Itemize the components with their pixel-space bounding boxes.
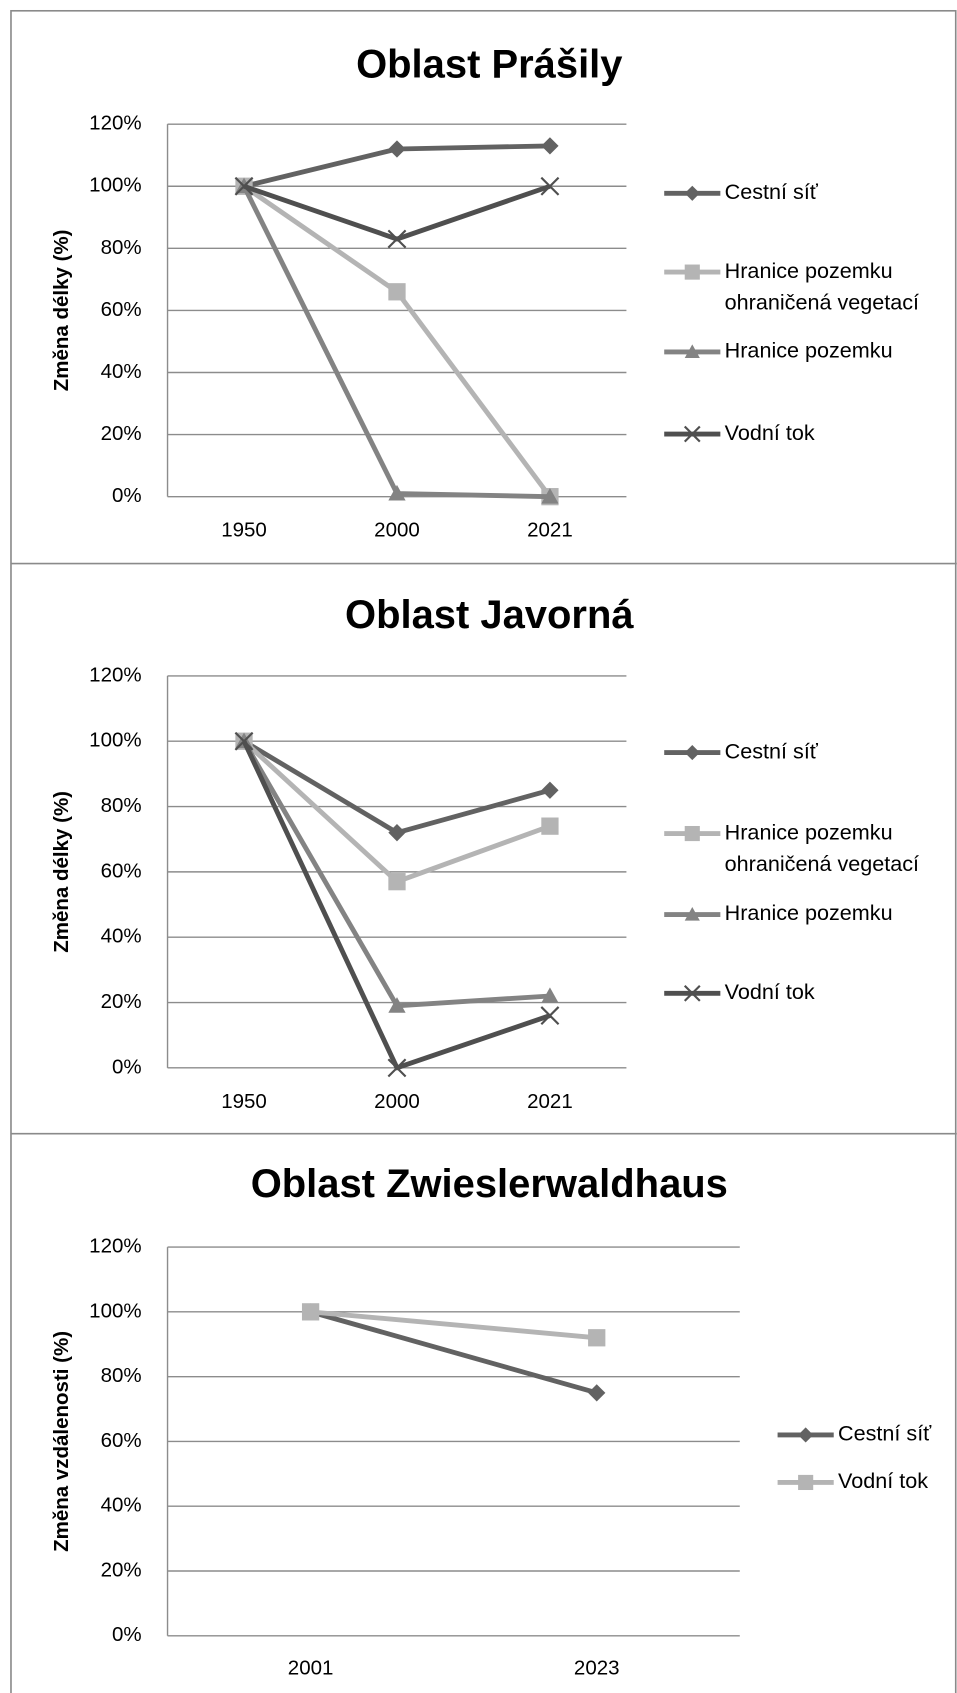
marker (684, 185, 700, 201)
x-tick-label: 2021 (527, 1090, 573, 1113)
marker (541, 987, 559, 1003)
marker (684, 344, 700, 359)
x-tick-label: 2000 (374, 1090, 420, 1113)
legend-label: Vodní tok (725, 979, 815, 1004)
legend-label: Vodní tok (725, 420, 815, 445)
marker (388, 997, 406, 1013)
y-axis-label: Změna délky (%) (50, 230, 73, 392)
y-tick-label: 80% (101, 794, 142, 817)
legend-label: Cestní síť (838, 1421, 932, 1446)
legend-label: Hranice pozemku (725, 900, 893, 925)
marker (683, 425, 701, 443)
marker (588, 1384, 606, 1402)
legend-label-line: Hranice pozemku (725, 819, 893, 844)
series-line (309, 1309, 598, 1396)
y-tick-label: 100% (89, 729, 141, 752)
y-axis-label: Změna délky (%) (50, 791, 73, 953)
y-tick-label: 60% (101, 1429, 142, 1452)
marker (541, 781, 559, 799)
y-tick-label: 120% (89, 112, 141, 135)
marker (388, 140, 406, 158)
y-tick-label: 120% (89, 1234, 141, 1257)
marker (684, 264, 700, 280)
x-tick-label: 2001 (288, 1657, 334, 1680)
marker (541, 137, 559, 155)
legend-label-line: Hranice pozemku (725, 258, 893, 283)
marker (234, 731, 254, 751)
y-tick-label: 40% (101, 360, 142, 383)
series-line (242, 184, 552, 499)
chart-title: Oblast Zwieslerwaldhaus (251, 1162, 728, 1206)
y-tick-label: 60% (101, 298, 142, 321)
legend-label: Vodní tok (838, 1468, 928, 1493)
y-tick-label: 20% (101, 422, 142, 445)
legend-label: Hranice pozemku ohraničená vegetací (725, 819, 919, 875)
marker (684, 906, 700, 921)
y-tick-label: 60% (101, 859, 142, 882)
marker (684, 745, 700, 761)
y-tick-label: 80% (101, 1364, 142, 1387)
marker (387, 229, 407, 249)
marker (798, 1427, 814, 1443)
y-tick-label: 80% (101, 236, 142, 259)
series-line (241, 185, 550, 500)
x-tick-label: 2021 (527, 519, 573, 542)
legend-label: Hranice pozemku (725, 338, 893, 363)
x-tick-label: 1950 (221, 1090, 267, 1113)
marker (588, 1329, 606, 1347)
y-tick-label: 100% (89, 1299, 141, 1322)
y-tick-label: 120% (89, 663, 141, 686)
y-tick-label: 40% (101, 1494, 142, 1517)
legend-label: Hranice pozemku ohraničená vegetací (725, 258, 919, 314)
x-tick-label: 2023 (574, 1657, 620, 1680)
marker (683, 985, 701, 1002)
chart-title: Oblast Javorná (345, 593, 634, 637)
marker (234, 176, 254, 196)
marker (540, 1006, 560, 1025)
x-tick-label: 1950 (221, 519, 267, 542)
series-line (241, 740, 551, 1071)
y-axis-label: Změna vzdálenosti (%) (50, 1331, 73, 1552)
y-tick-label: 20% (101, 990, 142, 1013)
marker (798, 1474, 814, 1491)
marker (387, 1058, 407, 1078)
y-tick-label: 0% (112, 1623, 142, 1646)
marker (540, 176, 560, 196)
marker (541, 817, 559, 835)
y-tick-label: 40% (101, 925, 142, 948)
marker (684, 825, 700, 842)
x-tick-label: 2000 (374, 519, 420, 542)
y-tick-label: 100% (89, 174, 141, 197)
marker (388, 484, 406, 501)
marker (388, 283, 406, 301)
chart-title: Oblast Prášily (356, 42, 622, 86)
series-line (243, 183, 551, 242)
marker (541, 488, 559, 504)
y-tick-label: 0% (112, 1055, 142, 1078)
frame (10, 9, 957, 1693)
legend-label: Cestní síť (725, 738, 819, 763)
legend-label: Cestní síť (725, 179, 819, 204)
y-tick-label: 20% (101, 1558, 142, 1581)
legend-label-line: ohraničená vegetací (725, 289, 919, 314)
series-line (310, 1309, 597, 1341)
marker (301, 1303, 320, 1321)
marker (388, 873, 406, 891)
series-line (242, 739, 551, 885)
y-tick-label: 0% (112, 484, 142, 507)
legend-label-line: ohraničená vegetací (725, 851, 919, 876)
